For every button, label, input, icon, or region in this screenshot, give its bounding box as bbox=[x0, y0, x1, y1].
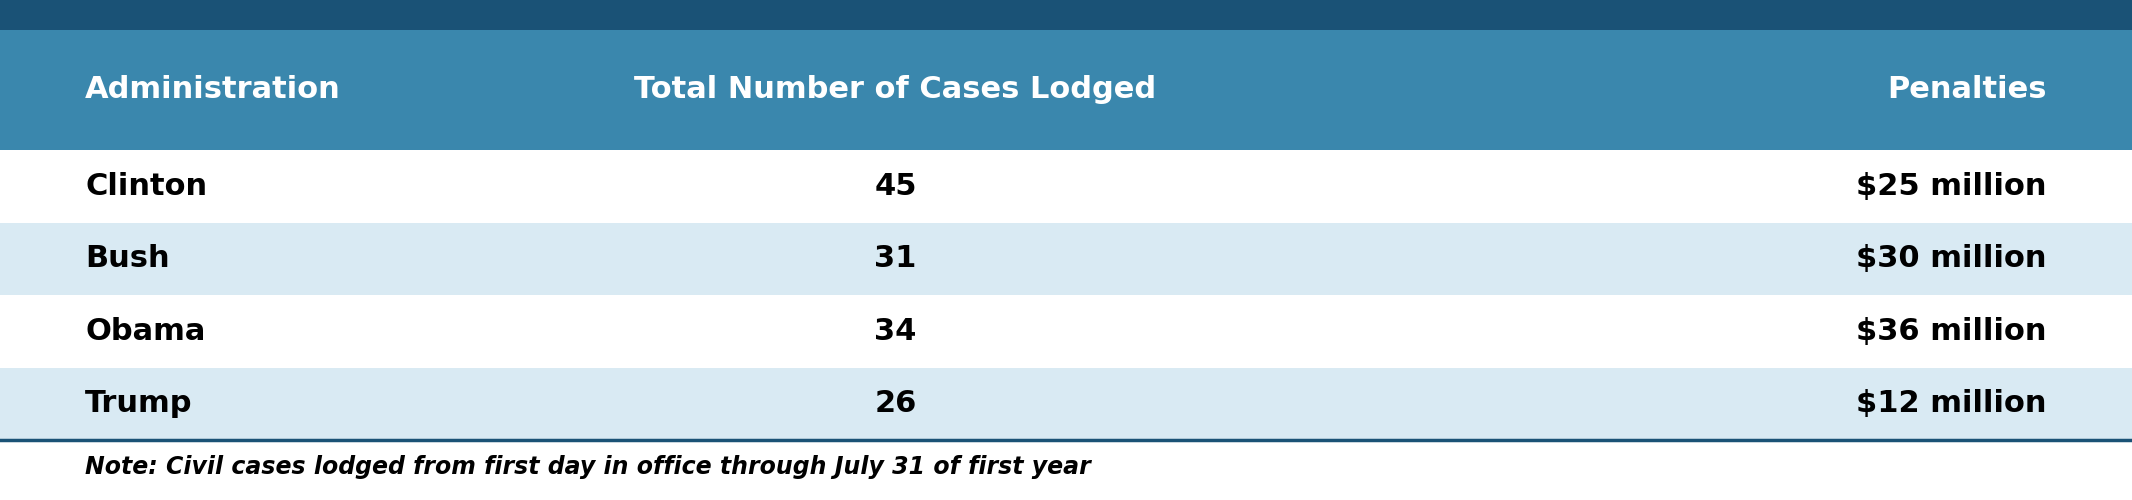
Bar bbox=[0, 0, 2132, 30]
Text: 26: 26 bbox=[874, 389, 917, 418]
Bar bbox=[0, 368, 2132, 440]
Bar bbox=[0, 30, 2132, 150]
Text: Bush: Bush bbox=[85, 244, 171, 273]
Text: Trump: Trump bbox=[85, 389, 192, 418]
Bar bbox=[0, 150, 2132, 222]
Text: 34: 34 bbox=[874, 317, 917, 346]
Text: Note: Civil cases lodged from first day in office through July 31 of first year: Note: Civil cases lodged from first day … bbox=[85, 455, 1092, 479]
Text: $30 million: $30 million bbox=[1857, 244, 2047, 273]
Text: Total Number of Cases Lodged: Total Number of Cases Lodged bbox=[635, 76, 1156, 104]
Bar bbox=[0, 295, 2132, 368]
Text: Clinton: Clinton bbox=[85, 172, 207, 201]
Text: $36 million: $36 million bbox=[1857, 317, 2047, 346]
Text: Administration: Administration bbox=[85, 76, 341, 104]
Text: $12 million: $12 million bbox=[1857, 389, 2047, 418]
Text: 45: 45 bbox=[874, 172, 917, 201]
Text: Penalties: Penalties bbox=[1887, 76, 2047, 104]
Text: 31: 31 bbox=[874, 244, 917, 273]
Bar bbox=[0, 222, 2132, 295]
Text: Obama: Obama bbox=[85, 317, 205, 346]
Text: $25 million: $25 million bbox=[1857, 172, 2047, 201]
